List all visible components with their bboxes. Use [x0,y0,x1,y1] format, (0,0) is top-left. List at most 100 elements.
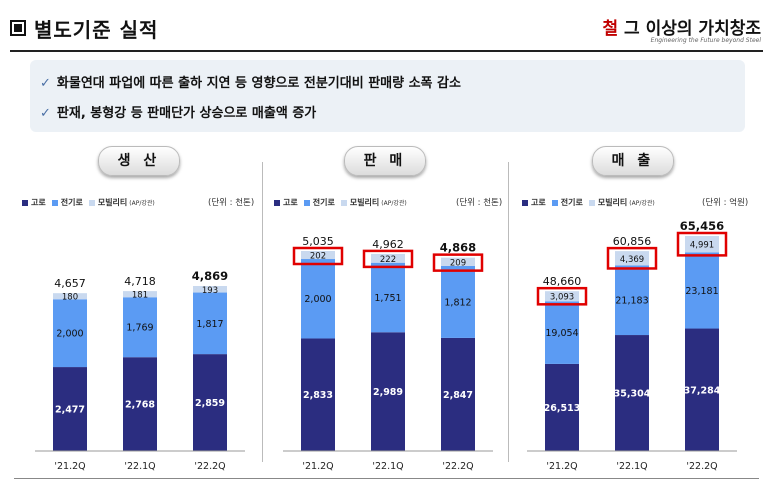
bar-segment [371,332,405,451]
legend-label: 전기로 [560,198,583,207]
data-label: 193 [202,286,218,296]
x-tick-label: '21.2Q [302,461,333,472]
total-label: 48,660 [543,275,582,288]
page-title: 별도기준 실적 [34,17,159,42]
bar-segment [615,251,649,266]
bar-segment [193,354,227,451]
bar-segment [123,297,157,358]
bar-segment [615,335,649,451]
x-tick-label: '21.2Q [54,461,85,472]
bar-segment [545,291,579,302]
panel-title-production: 생 산 [98,146,180,176]
legend-label: 모빌리티 [597,198,628,207]
legend-label: 고로 [283,198,298,207]
unit-label: (단위 : 억원) [702,198,749,208]
legend: 고로 전기로 모빌리티 (AP/강관) [22,197,155,208]
legend-swatch [303,199,310,206]
unit-label: (단위 : 천톤) [208,198,255,208]
panel-title-sales: 판 매 [344,146,426,176]
panel-title-revenue: 매 출 [592,146,674,176]
legend-note: (AP/강관) [629,200,655,207]
total-label: 4,718 [124,275,156,288]
data-label: 2,000 [56,329,83,340]
data-label: 1,812 [444,297,471,308]
bar-segment [53,299,87,368]
x-tick-label: '22.2Q [686,461,717,472]
bar-segment [53,367,87,451]
summary-box: ✓ 화물연대 파업에 따른 출하 지연 등 영향으로 전분기대비 판매량 소폭 감… [30,60,745,132]
legend-swatch [274,199,280,206]
data-label: 26,513 [544,403,581,414]
data-label: 181 [132,291,148,301]
highlight-box [606,246,658,270]
x-tick-label: '22.2Q [194,461,225,472]
highlight-box [362,249,414,269]
total-label: 4,657 [54,277,86,290]
legend-swatch [51,199,58,206]
square-bullet-icon [10,20,26,36]
x-tick-label: '22.2Q [442,461,473,472]
bar-segment [301,251,335,260]
summary-bullet-text: 화물연대 파업에 따른 출하 지연 등 영향으로 전분기대비 판매량 소폭 감소 [56,76,461,91]
bar-segment [123,357,157,451]
bar-segment [685,328,719,451]
summary-bullet: ✓ 판재, 봉형강 등 판매단가 상승으로 매출액 증가 [40,102,316,121]
panel-divider [262,162,263,462]
total-label: 60,856 [613,235,652,248]
data-label: 4,991 [690,241,714,251]
data-label: 2,859 [195,398,225,409]
legend-label: 모빌리티 [349,198,380,207]
legend-swatch [588,199,595,206]
panel-divider [508,162,509,462]
legend-swatch [340,199,347,206]
header-divider [10,50,763,52]
total-label: 5,035 [302,235,334,248]
bar-segment [193,286,227,293]
data-label: 2,000 [304,294,331,305]
x-tick-label: '22.1Q [372,461,403,472]
legend-swatch [22,199,28,206]
logo-slogan: 그 이상의 가치창조 [624,19,761,39]
bar-segment [545,363,579,451]
legend-label: 모빌리티 [97,198,128,207]
summary-bullet-text: 판재, 봉형강 등 판매단가 상승으로 매출액 증가 [56,106,317,121]
data-label: 1,817 [196,319,223,330]
bar-segment [441,265,475,338]
company-logo: 철 그 이상의 가치창조 Engineering the Future beyo… [602,14,761,44]
bar-segment [441,337,475,451]
data-label: 2,477 [55,405,85,416]
data-label: 202 [310,252,326,262]
summary-bullet: ✓ 화물연대 파업에 따른 출하 지연 등 영향으로 전분기대비 판매량 소폭 감… [40,72,461,91]
unit-label: (단위 : 천톤) [456,198,503,208]
data-label: 2,833 [303,390,333,401]
data-label: 23,181 [685,286,718,297]
legend-label: 전기로 [312,198,335,207]
bar-segment [123,291,157,298]
x-tick-label: '22.1Q [124,461,155,472]
data-label: 21,183 [615,296,648,307]
check-icon: ✓ [40,106,51,121]
legend: 고로 전기로 모빌리티 (AP/강관) [274,197,407,208]
title-bar: 별도기준 실적 [10,10,158,46]
highlight-box [536,286,588,306]
highlight-box [292,246,344,266]
legend-label: 고로 [531,198,546,207]
bar-segment [371,262,405,333]
data-label: 37,284 [684,385,721,396]
legend-swatch [551,199,558,206]
data-label: 1,769 [126,323,153,334]
data-label: 35,304 [614,389,651,400]
check-icon: ✓ [40,76,51,91]
bar-segment [685,236,719,253]
data-label: 19,054 [545,328,578,339]
data-label: 1,751 [374,293,401,304]
bar-segment [615,265,649,336]
x-tick-label: '21.2Q [546,461,577,472]
bar-segment [301,338,335,451]
bar-segment [53,293,87,300]
bar-segment [301,259,335,339]
x-tick-label: '22.1Q [616,461,647,472]
bar-segment [545,301,579,364]
legend-swatch [88,199,95,206]
